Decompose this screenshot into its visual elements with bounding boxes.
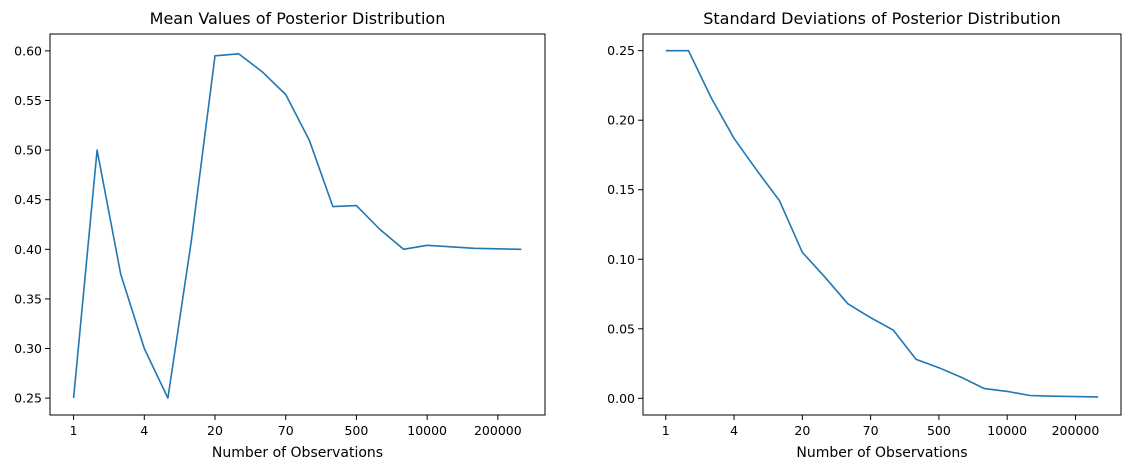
- plot-frame: [642, 33, 1122, 416]
- x-tick-label: 1: [662, 423, 670, 438]
- x-tick-label: 70: [278, 423, 294, 438]
- y-tick-label: 0.25: [14, 391, 42, 406]
- x-axis-label: Number of Observations: [212, 445, 383, 461]
- y-tick-label: 0.25: [607, 43, 635, 58]
- y-tick-label: 0.30: [14, 341, 42, 356]
- x-tick-label: 500: [927, 423, 951, 438]
- x-axis-label: Number of Observations: [796, 445, 967, 461]
- x-tick-label: 1: [70, 423, 78, 438]
- x-tick-label: 200000: [474, 423, 522, 438]
- chart-title: Standard Deviations of Posterior Distrib…: [703, 9, 1060, 28]
- x-tick-label: 20: [207, 423, 223, 438]
- x-tick-label: 500: [344, 423, 368, 438]
- x-tick-label: 10000: [407, 423, 447, 438]
- y-tick-label: 0.60: [14, 43, 42, 58]
- series-line: [665, 49, 1099, 398]
- x-tick-label: 200000: [1052, 423, 1100, 438]
- x-tick-label: 4: [730, 423, 738, 438]
- plot-frame: [49, 33, 546, 416]
- chart-title: Mean Values of Posterior Distribution: [150, 9, 446, 28]
- y-tick-label: 0.10: [607, 252, 635, 267]
- y-tick-label: 0.50: [14, 143, 42, 158]
- mean-values-panel: Mean Values of Posterior Distribution 1 4 2…: [14, 9, 546, 461]
- y-tick-label: 0.00: [607, 391, 635, 406]
- y-tick-label: 0.15: [607, 182, 635, 197]
- y-tick-label: 0.05: [607, 321, 635, 336]
- y-tick-label: 0.45: [14, 192, 42, 207]
- y-tick-label: 0.20: [607, 113, 635, 128]
- y-tick-label: 0.55: [14, 93, 42, 108]
- x-tick-label: 4: [140, 423, 148, 438]
- x-tick-label: 20: [794, 423, 810, 438]
- standard-deviations-panel: Standard Deviations of Posterior Distrib…: [607, 9, 1122, 461]
- y-tick-label: 0.40: [14, 242, 42, 257]
- x-tick-label: 70: [863, 423, 879, 438]
- y-tick-label: 0.35: [14, 291, 42, 306]
- x-tick-label: 10000: [987, 423, 1027, 438]
- series-line: [72, 52, 522, 399]
